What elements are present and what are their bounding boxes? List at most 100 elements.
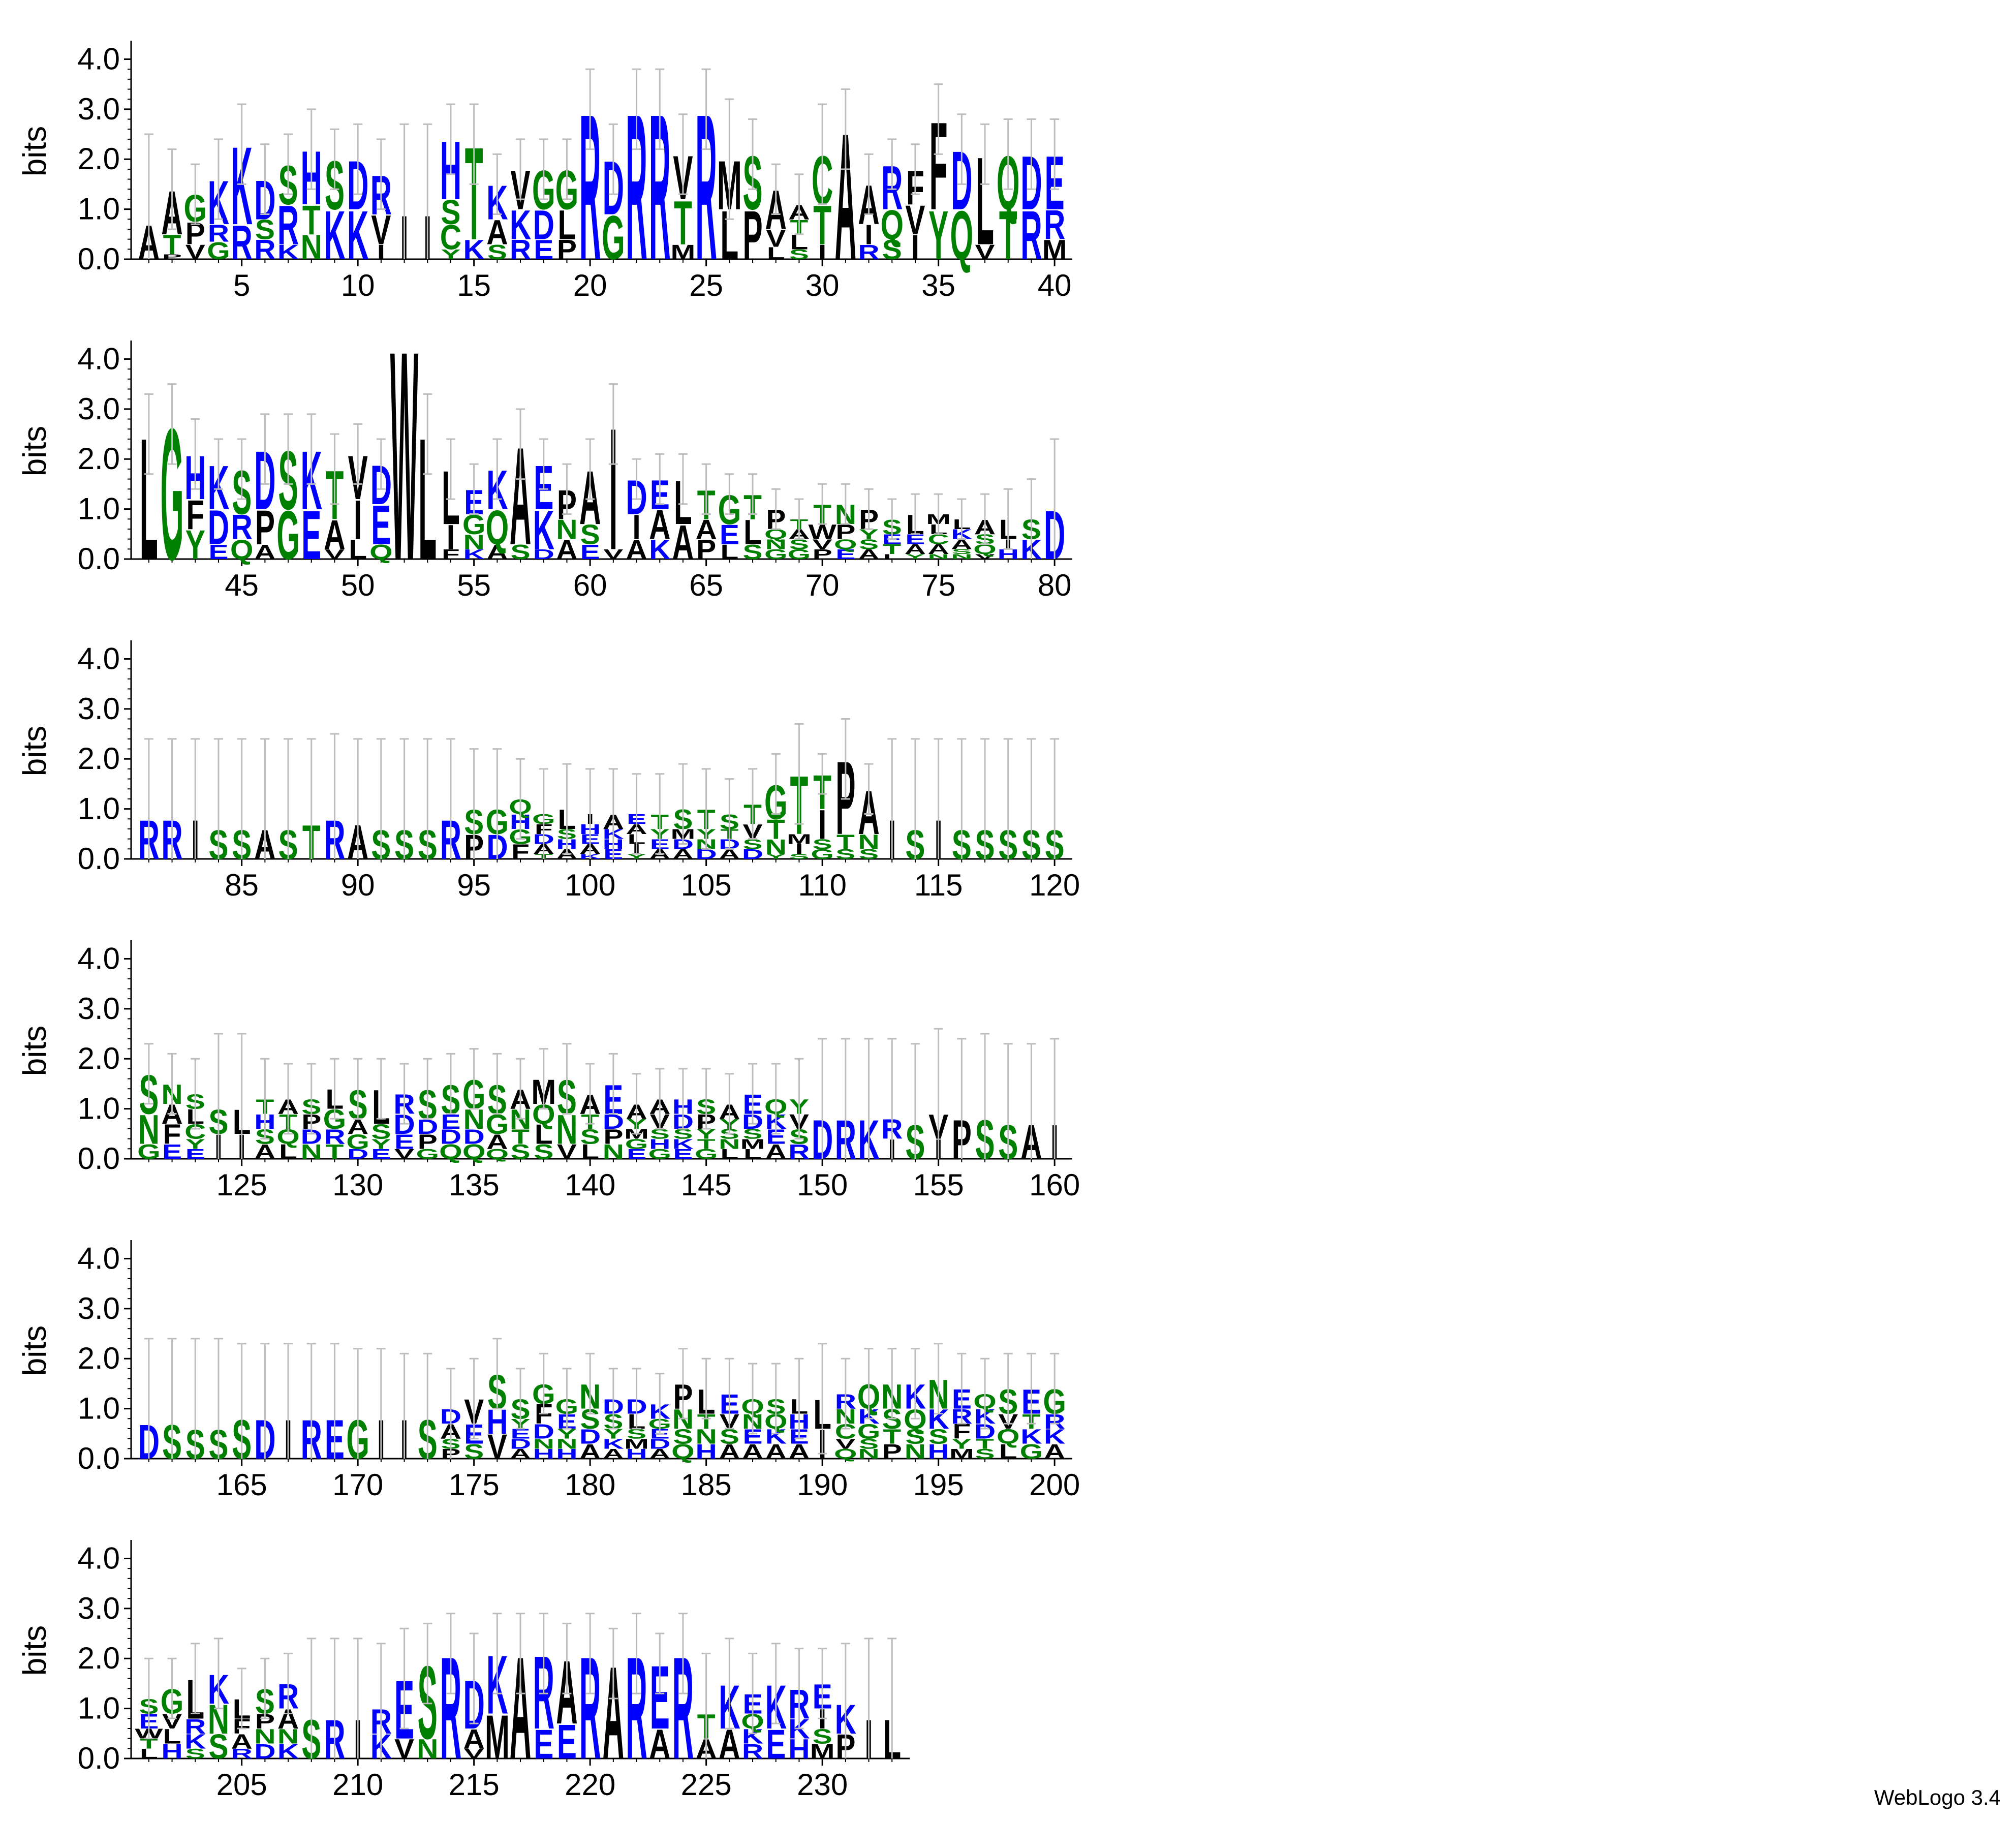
y-tick-label: 2.0 — [78, 1641, 120, 1675]
logo-column: L — [140, 393, 158, 596]
logo-column: VE — [394, 1627, 414, 1765]
logo-column: PTA — [161, 148, 183, 261]
logo-letter: R — [231, 215, 252, 269]
logo-column: S — [998, 738, 1018, 868]
logo-column: IR — [881, 1038, 903, 1165]
logo-letter: R — [742, 1740, 763, 1763]
logo-column: AQK — [486, 438, 509, 564]
logo-column: AK — [719, 1638, 740, 1768]
logo-letter: K — [277, 1740, 299, 1763]
logo-column: S — [162, 1338, 182, 1469]
logo-letter: A — [858, 546, 879, 562]
logo-letter: S — [952, 548, 972, 555]
logo-column: TQ — [997, 118, 1020, 274]
logo-column: YILAE — [626, 773, 647, 860]
y-tick-label: 2.0 — [78, 1041, 120, 1075]
logo-column: KR — [370, 1643, 392, 1766]
logo-letter: P — [418, 1130, 438, 1153]
logo-column: AID — [626, 458, 647, 566]
logo-column: R — [695, 68, 717, 304]
logo-column: A — [603, 1627, 624, 1786]
logo-column: ESA — [579, 438, 601, 564]
x-tick-label: 35 — [921, 268, 955, 302]
logo-letter: S — [975, 1446, 995, 1461]
logo-letter: L — [558, 202, 576, 249]
logo-column: A — [1020, 1043, 1042, 1169]
y-axis-title: bits — [16, 1625, 53, 1676]
logo-letter: A — [254, 1140, 275, 1163]
logo-letter: G — [857, 1419, 881, 1443]
logo-column: QED — [369, 438, 393, 564]
logo-column: GD — [602, 123, 625, 273]
logo-column: KAEHI — [579, 768, 601, 860]
logo-column: LIV — [348, 423, 368, 566]
logo-letter: N — [254, 1724, 275, 1748]
logo-column: RSD — [254, 143, 276, 266]
logo-column: VAT — [324, 433, 346, 562]
y-tick-label: 0.0 — [78, 242, 120, 276]
logo-letter: E — [720, 519, 739, 550]
x-tick-label: 80 — [1038, 568, 1072, 602]
x-tick-label: 65 — [689, 568, 723, 602]
logo-column: PAT — [695, 463, 717, 566]
logo-letter: I — [818, 801, 826, 848]
logo-letter: V — [185, 240, 205, 264]
logo-column: VL — [975, 123, 995, 271]
y-axis-title: bits — [16, 1325, 53, 1376]
x-tick-label: 55 — [457, 568, 491, 602]
y-tick-label: 0.0 — [78, 842, 120, 876]
logo-column: HIL — [998, 488, 1019, 562]
x-tick-label: 10 — [341, 268, 375, 302]
logo-letter: N — [603, 1140, 624, 1163]
y-tick-label: 0.0 — [78, 1741, 120, 1775]
logo-letter: R — [1020, 197, 1042, 274]
logo-letter: K — [463, 546, 484, 562]
logo-letter: V — [766, 225, 786, 252]
logo-column: S — [301, 1638, 321, 1771]
logo-column: VPG — [183, 163, 207, 264]
logo-column: I — [864, 1638, 874, 1771]
x-tick-label: 155 — [913, 1168, 964, 1202]
logo-letter: S — [208, 1727, 228, 1766]
logo-column: R — [161, 738, 183, 871]
logo-column: D — [138, 1338, 160, 1469]
logo-letter: K — [324, 197, 345, 274]
logo-letter: G — [276, 497, 300, 574]
logo-letter: H — [927, 1440, 949, 1463]
logo-column: MRE — [1042, 118, 1067, 266]
logo-column: R — [835, 1038, 856, 1171]
logo-column: PS — [464, 748, 484, 867]
logo-letter: Q — [834, 1446, 857, 1461]
logo-column: STP — [835, 718, 855, 862]
logo-letter: V — [464, 1746, 484, 1761]
y-tick-label: 4.0 — [78, 941, 120, 975]
logo-letter: K — [1044, 1425, 1066, 1448]
logo-letter: S — [464, 1440, 484, 1463]
x-tick-label: 200 — [1029, 1468, 1080, 1502]
logo-letter: Y — [371, 1136, 391, 1152]
x-tick-label: 105 — [681, 868, 732, 902]
y-tick-label: 0.0 — [78, 1141, 120, 1176]
logo-letter: E — [673, 1146, 693, 1161]
logo-letter: A — [486, 540, 508, 564]
logo-letter: Q — [950, 197, 974, 274]
logo-letter: S — [534, 1140, 553, 1163]
y-tick-label: 1.0 — [78, 1092, 120, 1126]
logo-column: NS — [417, 1622, 438, 1765]
logo-letter: Q — [230, 535, 254, 566]
logo-letter: T — [326, 1140, 344, 1163]
logo-letter: E — [394, 1130, 414, 1153]
logo-column: RD — [1020, 118, 1042, 274]
logo-column: ADEGK — [648, 1373, 671, 1462]
logo-letter: E — [301, 497, 321, 574]
